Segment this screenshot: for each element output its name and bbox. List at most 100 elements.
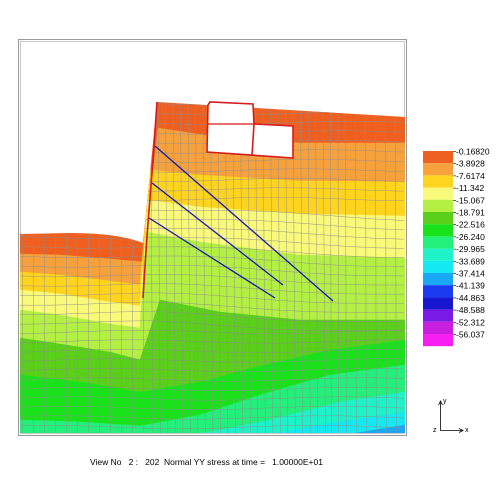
mesh-line xyxy=(115,311,149,313)
mesh-line xyxy=(179,302,213,306)
mesh-line xyxy=(275,369,309,372)
mesh-line xyxy=(371,329,405,332)
mesh-line xyxy=(83,321,117,323)
mesh-line xyxy=(83,284,117,287)
mesh-line xyxy=(243,248,277,252)
mesh-line xyxy=(179,330,213,333)
mesh-line xyxy=(211,179,245,181)
mesh-line xyxy=(179,322,213,325)
mesh-line xyxy=(243,159,277,162)
mesh-line xyxy=(275,196,309,198)
mesh-line xyxy=(211,188,245,190)
mesh-line xyxy=(83,266,117,268)
mesh-line xyxy=(339,274,373,276)
mesh-line xyxy=(211,160,245,163)
mesh-line xyxy=(115,397,149,399)
mesh-line xyxy=(243,210,277,213)
mesh-line xyxy=(339,358,373,360)
mesh-line xyxy=(179,293,213,296)
mesh-line xyxy=(339,265,373,267)
mesh-line xyxy=(51,424,85,427)
legend-label: -11.342 xyxy=(456,183,484,193)
mesh-line xyxy=(179,340,213,343)
mesh-line xyxy=(307,359,341,362)
mesh-line xyxy=(339,159,373,161)
mesh-line xyxy=(115,407,149,409)
building-outline xyxy=(206,101,294,159)
mesh-line xyxy=(211,361,245,363)
mesh-line xyxy=(115,255,149,258)
mesh-line xyxy=(179,124,213,126)
mesh-line xyxy=(20,378,53,380)
legend-label: -33.689 xyxy=(456,256,485,266)
legend-label: -3.8928 xyxy=(456,159,485,169)
mesh-line xyxy=(51,368,85,370)
mesh-line xyxy=(371,218,405,221)
mesh-line xyxy=(307,233,341,237)
mesh-line xyxy=(339,226,373,229)
mesh-line xyxy=(243,267,277,271)
mesh-line xyxy=(179,370,213,372)
mesh-line xyxy=(339,198,373,201)
mesh-line xyxy=(179,198,213,201)
mesh-line xyxy=(51,294,85,296)
mesh-line xyxy=(339,149,373,152)
mesh-line xyxy=(315,102,319,433)
mesh-line xyxy=(115,301,149,304)
mesh-line xyxy=(243,407,277,410)
legend-swatch xyxy=(423,285,453,298)
mesh-line xyxy=(179,114,213,116)
mesh-line xyxy=(179,104,213,106)
legend-label: -52.312 xyxy=(456,317,485,327)
mesh-line xyxy=(307,197,341,200)
mesh-line xyxy=(307,377,341,380)
mesh-line xyxy=(147,311,181,313)
axis-indicator: y z x xyxy=(433,398,469,434)
legend-swatch xyxy=(423,163,453,176)
mesh-line xyxy=(179,255,213,257)
legend-label: -7.6174 xyxy=(456,171,485,181)
legend-swatch xyxy=(423,199,453,212)
mesh-line xyxy=(371,426,405,429)
mesh-line xyxy=(307,368,341,371)
axis-y-arrow xyxy=(438,400,443,406)
mesh-line xyxy=(115,274,149,276)
legend-swatch xyxy=(423,273,453,286)
mesh-line xyxy=(211,426,245,429)
mesh-line xyxy=(385,102,387,433)
mesh-line xyxy=(371,237,405,240)
color-legend: -0.16820 -3.8928 -7.6174 -11.342 -15.067 -18.… xyxy=(423,147,490,347)
mesh-line xyxy=(275,406,309,408)
mesh-line xyxy=(371,130,405,133)
mesh-line xyxy=(371,160,405,163)
mesh-line xyxy=(83,396,117,398)
legend-swatch xyxy=(423,309,453,322)
mesh-line xyxy=(371,406,405,409)
mesh-line xyxy=(339,216,373,220)
mesh-line xyxy=(83,425,117,428)
mesh-line xyxy=(275,290,309,293)
mesh-line xyxy=(115,387,149,390)
mesh-line xyxy=(339,405,373,408)
mesh-line xyxy=(275,221,309,224)
mesh-line xyxy=(275,425,309,427)
mesh-line xyxy=(339,349,373,351)
mesh-line xyxy=(243,238,277,242)
mesh-line xyxy=(211,219,245,221)
mesh-line xyxy=(243,425,277,428)
legend-swatch xyxy=(423,297,453,310)
mesh-line xyxy=(243,219,277,222)
mesh-line xyxy=(339,245,373,248)
mesh-line xyxy=(147,349,181,351)
mesh-line xyxy=(243,370,277,373)
mesh-line xyxy=(115,358,149,360)
axis-x-arrow xyxy=(458,428,464,433)
mesh-line xyxy=(275,299,309,303)
mesh-line xyxy=(211,247,245,249)
mesh-line xyxy=(275,360,309,363)
mesh-line xyxy=(211,351,245,353)
legend-label: -44.863 xyxy=(456,293,485,303)
mesh-line xyxy=(371,247,405,249)
mesh-line xyxy=(211,265,245,269)
mesh-line xyxy=(83,302,117,305)
